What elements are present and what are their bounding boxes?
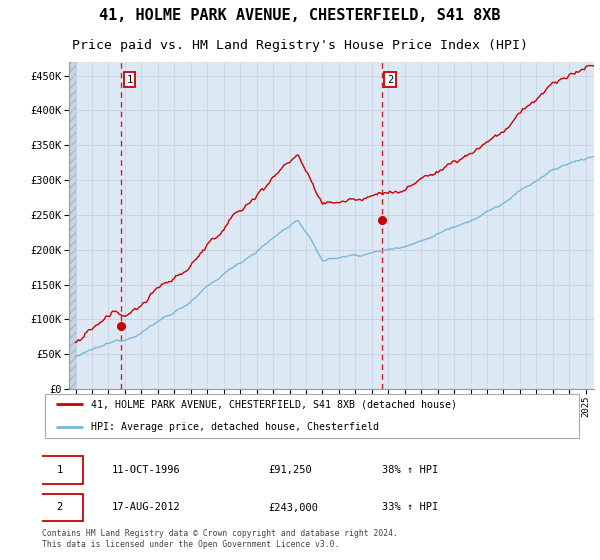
Text: HPI: Average price, detached house, Chesterfield: HPI: Average price, detached house, Ches… xyxy=(91,422,379,432)
Text: 38% ↑ HPI: 38% ↑ HPI xyxy=(382,465,439,475)
Text: 33% ↑ HPI: 33% ↑ HPI xyxy=(382,502,439,512)
Text: 41, HOLME PARK AVENUE, CHESTERFIELD, S41 8XB (detached house): 41, HOLME PARK AVENUE, CHESTERFIELD, S41… xyxy=(91,399,457,409)
Text: 1: 1 xyxy=(126,74,133,85)
Text: £91,250: £91,250 xyxy=(269,465,313,475)
FancyBboxPatch shape xyxy=(37,456,83,484)
FancyBboxPatch shape xyxy=(45,394,580,438)
Text: 1: 1 xyxy=(56,465,62,475)
Text: 17-AUG-2012: 17-AUG-2012 xyxy=(112,502,181,512)
FancyBboxPatch shape xyxy=(37,493,83,521)
Text: Price paid vs. HM Land Registry's House Price Index (HPI): Price paid vs. HM Land Registry's House … xyxy=(72,39,528,53)
Text: £243,000: £243,000 xyxy=(269,502,319,512)
Text: 2: 2 xyxy=(387,74,393,85)
Text: 11-OCT-1996: 11-OCT-1996 xyxy=(112,465,181,475)
Bar xyxy=(69,62,76,389)
Text: 41, HOLME PARK AVENUE, CHESTERFIELD, S41 8XB: 41, HOLME PARK AVENUE, CHESTERFIELD, S41… xyxy=(99,8,501,23)
Text: Contains HM Land Registry data © Crown copyright and database right 2024.
This d: Contains HM Land Registry data © Crown c… xyxy=(42,529,398,549)
Text: 2: 2 xyxy=(56,502,62,512)
